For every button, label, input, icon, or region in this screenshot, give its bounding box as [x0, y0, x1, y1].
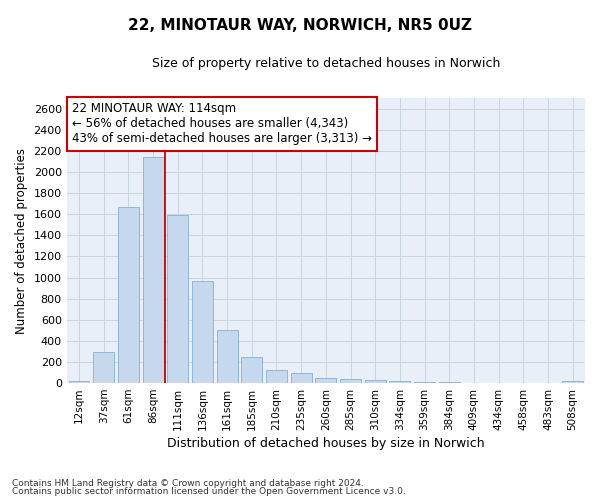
- Text: 22 MINOTAUR WAY: 114sqm
← 56% of detached houses are smaller (4,343)
43% of semi: 22 MINOTAUR WAY: 114sqm ← 56% of detache…: [72, 102, 372, 146]
- Bar: [439, 382, 460, 383]
- Bar: [463, 382, 484, 383]
- Bar: [290, 373, 311, 383]
- Bar: [365, 380, 386, 383]
- Bar: [316, 378, 337, 383]
- Bar: [266, 370, 287, 383]
- Bar: [167, 215, 188, 383]
- Y-axis label: Number of detached properties: Number of detached properties: [15, 148, 28, 334]
- Bar: [538, 382, 559, 383]
- Bar: [488, 382, 509, 383]
- Bar: [143, 157, 164, 383]
- Bar: [513, 382, 534, 383]
- Bar: [414, 382, 435, 383]
- Bar: [340, 380, 361, 383]
- Bar: [217, 330, 238, 383]
- Bar: [389, 381, 410, 383]
- X-axis label: Distribution of detached houses by size in Norwich: Distribution of detached houses by size …: [167, 437, 485, 450]
- Title: Size of property relative to detached houses in Norwich: Size of property relative to detached ho…: [152, 58, 500, 70]
- Bar: [192, 280, 213, 383]
- Bar: [118, 207, 139, 383]
- Text: 22, MINOTAUR WAY, NORWICH, NR5 0UZ: 22, MINOTAUR WAY, NORWICH, NR5 0UZ: [128, 18, 472, 32]
- Bar: [241, 357, 262, 383]
- Bar: [562, 382, 583, 383]
- Bar: [93, 352, 114, 383]
- Text: Contains HM Land Registry data © Crown copyright and database right 2024.: Contains HM Land Registry data © Crown c…: [12, 478, 364, 488]
- Bar: [68, 381, 89, 383]
- Text: Contains public sector information licensed under the Open Government Licence v3: Contains public sector information licen…: [12, 487, 406, 496]
